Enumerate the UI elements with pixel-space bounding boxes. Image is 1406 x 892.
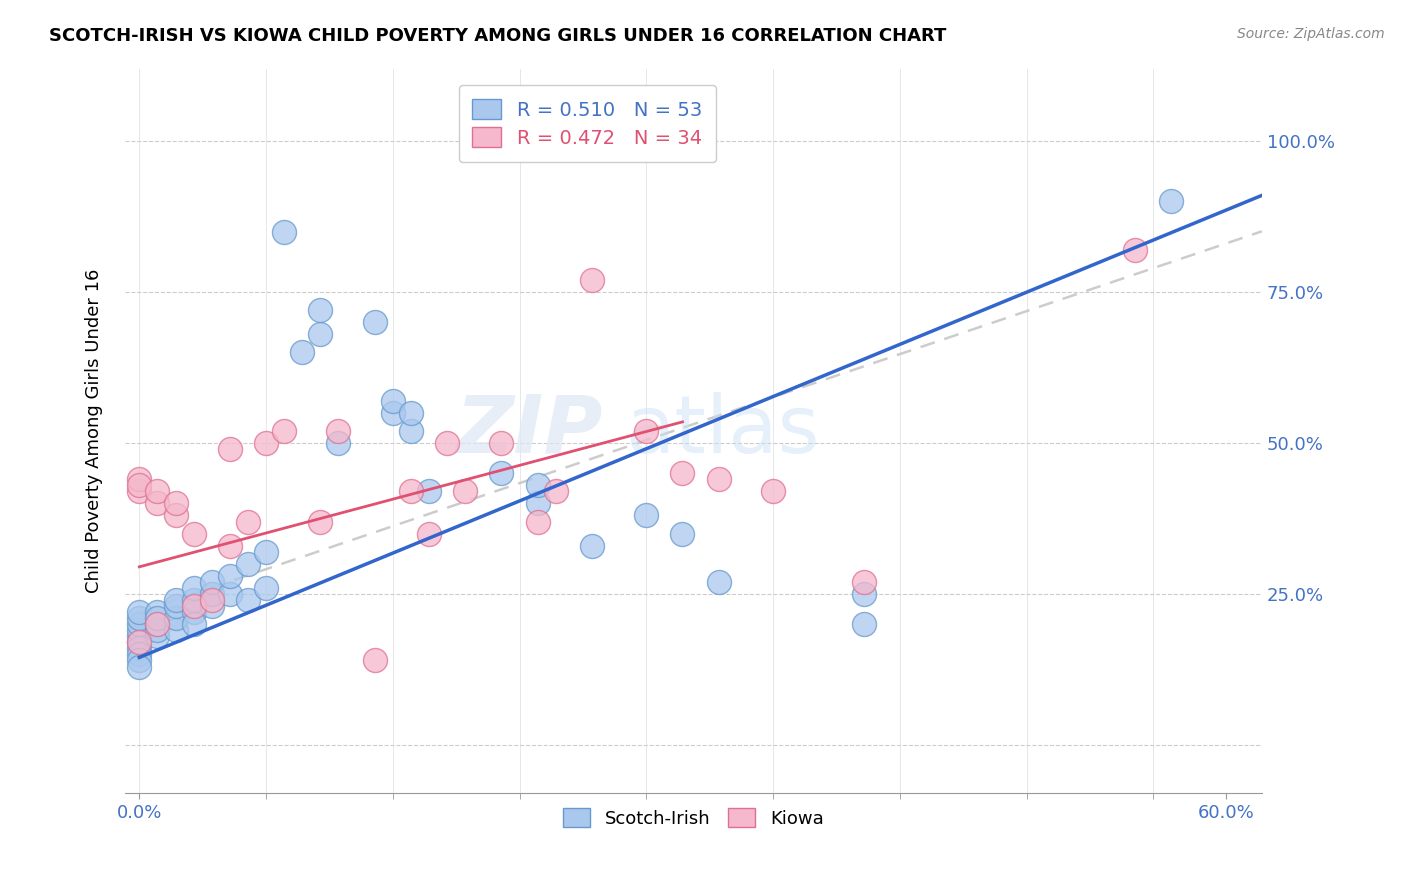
Point (218, 539, 240, 553)
Y-axis label: Child Poverty Among Girls Under 16: Child Poverty Among Girls Under 16 (86, 268, 103, 593)
Point (201, 599, 224, 613)
Text: SCOTCH-IRISH VS KIOWA CHILD POVERTY AMONG GIRLS UNDER 16 CORRELATION CHART: SCOTCH-IRISH VS KIOWA CHILD POVERTY AMON… (49, 27, 946, 45)
Point (273, 225, 295, 239)
Point (128, 659, 150, 673)
Point (491, 467, 513, 481)
Point (436, 436, 458, 450)
Point (236, 515, 259, 529)
Point (399, 484, 422, 499)
Point (309, 515, 332, 529)
Point (146, 617, 169, 632)
Point (254, 545, 277, 559)
Point (165, 624, 187, 638)
Point (273, 424, 295, 438)
Point (128, 629, 150, 643)
Point (236, 593, 259, 607)
Text: ZIP: ZIP (456, 392, 602, 470)
Point (454, 484, 477, 499)
Point (128, 641, 150, 656)
Point (636, 508, 658, 523)
Point (165, 593, 187, 607)
Point (128, 635, 150, 649)
Point (201, 574, 224, 589)
Point (146, 496, 169, 510)
Point (1160, 194, 1182, 209)
Point (526, 515, 548, 529)
Point (254, 581, 277, 595)
Point (526, 478, 548, 492)
Point (128, 605, 150, 619)
Text: Source: ZipAtlas.com: Source: ZipAtlas.com (1237, 27, 1385, 41)
Point (852, 587, 875, 601)
Point (291, 345, 314, 359)
Text: atlas: atlas (626, 392, 820, 470)
Point (201, 587, 224, 601)
Point (128, 648, 150, 662)
Point (146, 484, 169, 499)
Point (183, 593, 205, 607)
Point (128, 617, 150, 632)
Point (526, 496, 548, 510)
Point (309, 303, 332, 318)
Point (183, 617, 205, 632)
Point (1123, 243, 1146, 257)
Point (146, 624, 169, 638)
Point (128, 478, 150, 492)
Point (165, 496, 187, 510)
Point (183, 581, 205, 595)
Point (381, 393, 404, 408)
Point (183, 605, 205, 619)
Point (128, 635, 150, 649)
Point (707, 472, 730, 486)
Point (581, 273, 603, 287)
Point (146, 605, 169, 619)
Point (183, 526, 205, 541)
Point (363, 653, 385, 667)
Point (236, 557, 259, 571)
Point (671, 467, 693, 481)
Point (218, 442, 240, 456)
Point (183, 599, 205, 613)
Point (128, 611, 150, 625)
Point (581, 539, 603, 553)
Point (399, 406, 422, 420)
Point (128, 472, 150, 486)
Point (852, 617, 875, 632)
Legend: Scotch-Irish, Kiowa: Scotch-Irish, Kiowa (555, 801, 831, 835)
Point (636, 424, 658, 438)
Point (128, 484, 150, 499)
Point (254, 436, 277, 450)
Point (128, 653, 150, 667)
Point (762, 484, 785, 499)
Point (165, 599, 187, 613)
Point (381, 406, 404, 420)
Point (165, 508, 187, 523)
Point (418, 526, 440, 541)
Point (544, 484, 567, 499)
Point (671, 526, 693, 541)
Point (309, 327, 332, 342)
Point (418, 484, 440, 499)
Point (146, 617, 169, 632)
Point (165, 611, 187, 625)
Point (491, 436, 513, 450)
Point (218, 569, 240, 583)
Point (201, 593, 224, 607)
Point (707, 574, 730, 589)
Point (328, 424, 350, 438)
Point (852, 574, 875, 589)
Point (128, 624, 150, 638)
Point (146, 629, 169, 643)
Point (328, 436, 350, 450)
Point (399, 424, 422, 438)
Point (218, 587, 240, 601)
Point (363, 315, 385, 329)
Point (146, 611, 169, 625)
